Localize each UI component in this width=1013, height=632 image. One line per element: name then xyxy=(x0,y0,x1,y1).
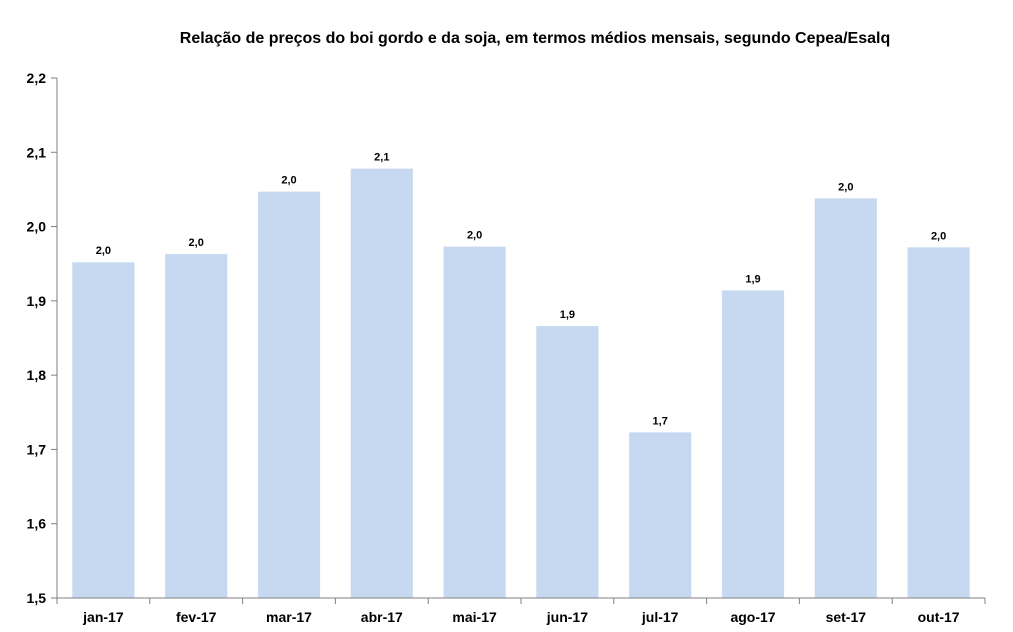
bar-mar-17 xyxy=(257,191,321,598)
data-label-mar-17: 2,0 xyxy=(281,175,296,187)
x-tick-label-jan-17: jan-17 xyxy=(82,609,124,625)
data-label-jan-17: 2,0 xyxy=(96,245,111,257)
x-tick-label-jul-17: jul-17 xyxy=(641,609,679,625)
data-label-jun-17: 1,9 xyxy=(560,309,575,321)
y-tick-label-5: 2,0 xyxy=(27,219,47,235)
bar-fev-17 xyxy=(165,254,228,599)
data-label-jul-17: 1,7 xyxy=(653,415,668,427)
bar-abr-17 xyxy=(350,168,413,598)
y-tick-label-3: 1,8 xyxy=(27,367,47,383)
bar-jul-17 xyxy=(629,432,692,598)
data-label-fev-17: 2,0 xyxy=(189,237,204,249)
bar-out-17 xyxy=(907,247,970,598)
x-tick-label-out-17: out-17 xyxy=(918,609,960,625)
y-tick-label-6: 2,1 xyxy=(27,144,47,160)
y-tick-label-0: 1,5 xyxy=(27,590,47,606)
y-tick-label-2: 1,7 xyxy=(27,441,47,457)
bar-ago-17 xyxy=(721,290,785,598)
bar-jan-17 xyxy=(72,262,135,598)
data-label-mai-17: 2,0 xyxy=(467,230,482,242)
bar-mai-17 xyxy=(443,246,506,598)
data-label-ago-17: 1,9 xyxy=(745,273,760,285)
x-tick-label-jun-17: jun-17 xyxy=(546,609,588,625)
x-tick-label-mar-17: mar-17 xyxy=(266,609,312,625)
y-tick-label-1: 1,6 xyxy=(27,516,47,532)
x-tick-label-mai-17: mai-17 xyxy=(452,609,497,625)
chart-title: Relação de preços do boi gordo e da soja… xyxy=(179,30,891,47)
bar-set-17 xyxy=(814,198,877,599)
data-label-set-17: 2,0 xyxy=(838,181,853,193)
x-tick-label-ago-17: ago-17 xyxy=(730,609,775,625)
y-tick-label-4: 1,9 xyxy=(27,293,47,309)
bar-jun-17 xyxy=(536,326,599,598)
y-tick-label-7: 2,2 xyxy=(27,70,47,86)
x-tick-label-set-17: set-17 xyxy=(826,609,867,625)
x-tick-label-abr-17: abr-17 xyxy=(361,609,403,625)
x-tick-label-fev-17: fev-17 xyxy=(176,609,217,625)
data-label-abr-17: 2,1 xyxy=(374,152,389,164)
data-label-out-17: 2,0 xyxy=(931,230,946,242)
